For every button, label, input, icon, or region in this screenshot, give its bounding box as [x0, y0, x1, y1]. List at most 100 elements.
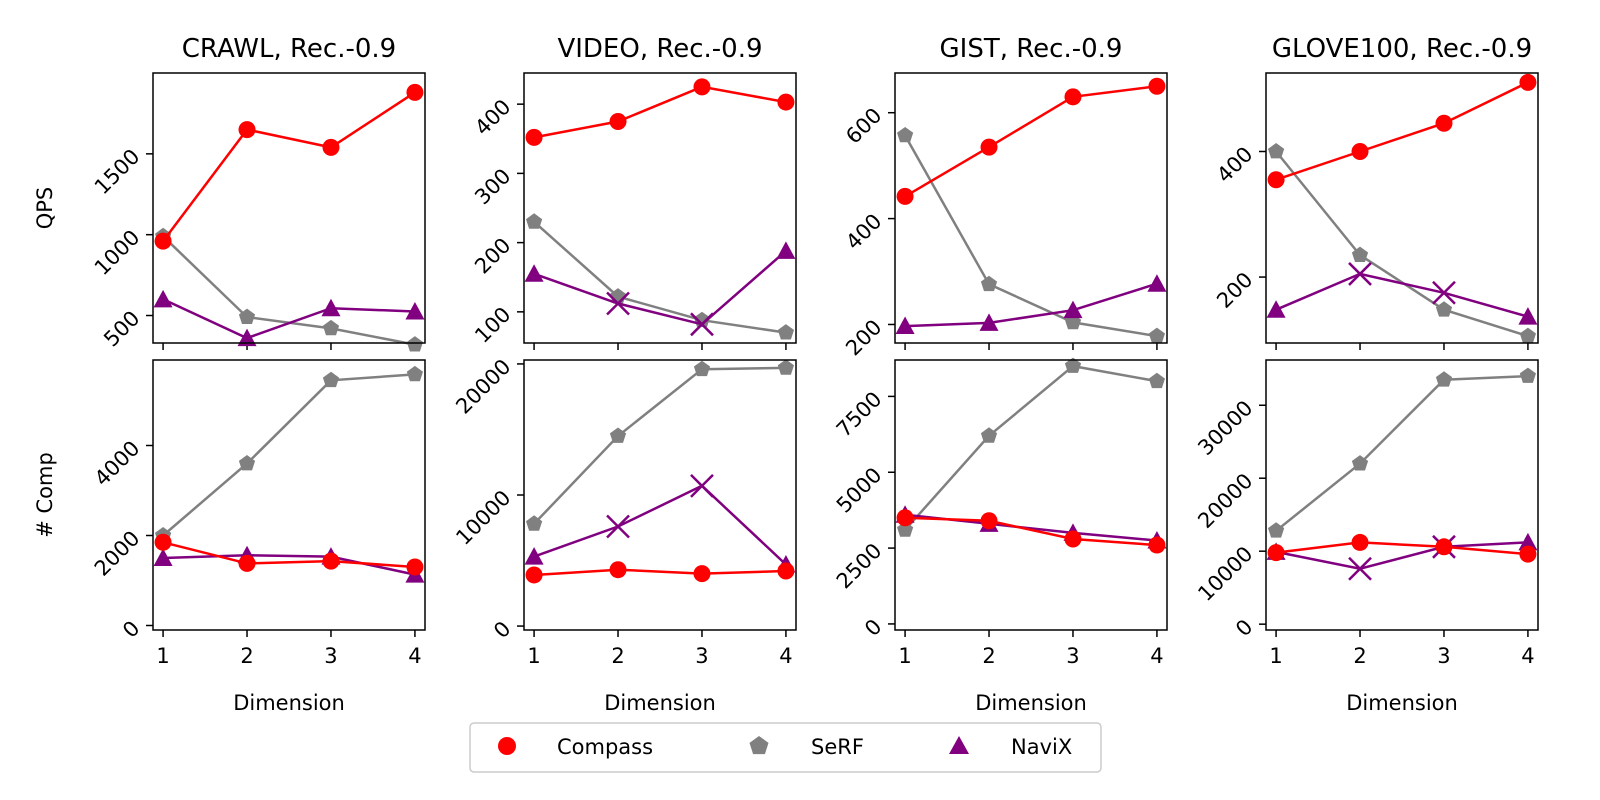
y-tick-label: 200	[1212, 268, 1257, 313]
series-line-compass	[162, 91, 416, 242]
data-point-serf	[693, 360, 711, 377]
y-tick-label: 5000	[832, 463, 887, 518]
data-point-compass	[154, 533, 172, 551]
series-navix	[153, 289, 425, 347]
series-line-compass	[534, 568, 786, 577]
y-tick-label: 400	[470, 95, 515, 140]
series-line-serf	[533, 220, 787, 334]
data-point-compass	[777, 93, 795, 111]
x-tick-label: 4	[779, 644, 792, 668]
data-point-compass	[1148, 536, 1166, 554]
data-point-serf	[322, 319, 340, 336]
series-compass	[896, 509, 1166, 554]
series-serf	[1268, 143, 1536, 343]
x-tick-label: 3	[1066, 644, 1079, 668]
legend-entry-compass: Compass	[498, 735, 653, 759]
series-line-navix	[1275, 272, 1529, 318]
data-point-compass	[525, 128, 543, 146]
y-tick-label: 1000	[90, 225, 145, 280]
legend-label-serf: SeRF	[811, 735, 864, 759]
x-tick-label: 4	[1521, 644, 1534, 668]
y-tick-label: 400	[1212, 142, 1257, 187]
series-line-serf	[1275, 150, 1529, 338]
data-point-compass	[693, 78, 711, 96]
series-compass	[896, 77, 1166, 205]
subplot-3: GIST, Rec.-0.9 200 400 600	[841, 34, 1168, 360]
y-tick-label: 10000	[451, 486, 515, 550]
x-tick-label: 3	[324, 644, 337, 668]
x-tick-label: 4	[408, 644, 421, 668]
x-axis-label: Dimension	[975, 691, 1087, 715]
legend: Compass SeRF NaviX	[469, 722, 1102, 773]
data-point-serf	[777, 359, 794, 375]
subplot-8: 1 2 3 4 0 10000 20000 30000 Dimension	[1193, 359, 1539, 715]
data-point-serf	[238, 308, 256, 324]
series-line-compass	[533, 85, 787, 139]
series-compass	[525, 78, 795, 146]
y-tick-label: 100	[470, 302, 515, 347]
x-tick-label: 3	[1437, 644, 1450, 668]
data-point-serf	[406, 336, 423, 352]
series-line-compass	[1275, 541, 1529, 556]
data-point-compass	[1351, 533, 1369, 551]
data-point-compass	[322, 552, 340, 570]
data-point-navix-x	[1432, 280, 1456, 305]
y-tick-label: 200	[470, 233, 515, 278]
data-point-compass	[609, 112, 627, 130]
data-point-navix-x	[1348, 556, 1372, 581]
subplot-1: CRAWL, Rec.-0.9 500 1000 1500 QPS	[33, 34, 426, 352]
data-point-navix	[237, 328, 257, 347]
subplot-5: 1 2 3 4 0 2000 4000 Dimension # Comp	[33, 359, 426, 715]
y-tick-label: 7500	[832, 387, 887, 442]
data-point-serf	[1519, 327, 1536, 343]
subplot-4: GLOVE100, Rec.-0.9 200 400	[1212, 34, 1539, 350]
y-tick-label: 500	[99, 306, 144, 351]
data-point-serf	[980, 427, 998, 443]
series-line-serf	[162, 373, 415, 537]
legend-entry-navix: NaviX	[949, 735, 1072, 759]
data-point-serf	[526, 515, 543, 531]
data-point-serf	[1064, 357, 1082, 373]
data-point-navix	[1266, 300, 1286, 318]
data-point-navix	[153, 289, 173, 308]
data-point-compass	[693, 565, 711, 583]
plot-frame	[1265, 72, 1539, 344]
series-line-navix	[1275, 541, 1528, 570]
data-point-compass	[1519, 73, 1537, 91]
plot-frame	[523, 72, 797, 344]
y-tick-label: 20000	[451, 354, 515, 418]
series-serf	[155, 227, 423, 352]
y-tick-label: 0	[118, 616, 144, 642]
series-line-navix	[533, 249, 787, 326]
data-point-serf	[1519, 367, 1536, 383]
series-serf	[897, 357, 1165, 537]
x-tick-label: 3	[695, 644, 708, 668]
series-navix	[1266, 532, 1538, 581]
data-point-compass	[1435, 538, 1453, 556]
series-compass	[1267, 73, 1537, 189]
series-line-navix	[162, 298, 415, 340]
data-point-navix	[524, 264, 544, 282]
y-tick-label: 1500	[90, 144, 145, 199]
series-line-serf	[162, 235, 416, 346]
data-point-compass	[1435, 114, 1453, 132]
x-tick-label: 2	[982, 644, 995, 668]
data-point-compass	[896, 509, 914, 527]
series-serf	[897, 127, 1165, 343]
y-tick-label: 30000	[1193, 396, 1257, 460]
data-point-serf	[1268, 143, 1285, 159]
data-point-compass	[406, 558, 424, 576]
data-point-compass	[525, 566, 543, 584]
data-point-compass	[1064, 530, 1082, 548]
data-point-serf	[609, 427, 627, 443]
subplot-title: GIST, Rec.-0.9	[940, 34, 1123, 64]
data-point-compass	[896, 187, 914, 205]
y-tick-label: 200	[841, 315, 886, 360]
data-point-compass	[1351, 142, 1369, 160]
y-axis-label: # Comp	[33, 452, 57, 538]
series-compass	[154, 83, 424, 250]
series-navix	[524, 241, 796, 337]
legend-label-compass: Compass	[557, 735, 653, 759]
data-point-navix	[1518, 532, 1538, 551]
